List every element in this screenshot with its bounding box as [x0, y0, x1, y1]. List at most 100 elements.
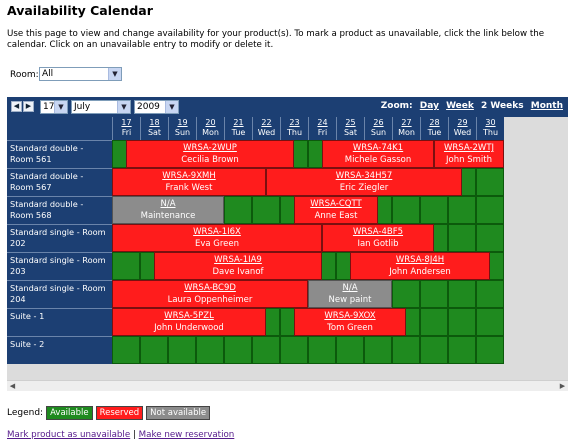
- day-number[interactable]: 29: [457, 118, 468, 127]
- reservation-code-link[interactable]: WRSA-1IA9: [214, 255, 262, 265]
- unavailable-block[interactable]: N/A New paint: [308, 280, 392, 308]
- day-header[interactable]: 19 Sun: [168, 117, 196, 140]
- day-number[interactable]: 26: [373, 118, 384, 127]
- available-cell[interactable]: [112, 336, 140, 364]
- day-header[interactable]: 18 Sat: [140, 117, 168, 140]
- room-filter-select[interactable]: All ▼: [39, 67, 122, 81]
- available-cell[interactable]: [392, 280, 420, 308]
- zoom-month-link[interactable]: Month: [530, 101, 563, 111]
- day-number[interactable]: 24: [317, 118, 328, 127]
- available-cell[interactable]: [280, 336, 308, 364]
- day-number[interactable]: 18: [149, 118, 160, 127]
- reservation-code-link[interactable]: WRSA-9XOX: [324, 311, 376, 321]
- day-header[interactable]: 26 Sun: [364, 117, 392, 140]
- day-header[interactable]: 23 Thu: [280, 117, 308, 140]
- day-header[interactable]: 30 Thu: [476, 117, 504, 140]
- new-reservation-link[interactable]: Make new reservation: [138, 430, 235, 440]
- reservation-block[interactable]: WRSA-2WUP Cecilia Brown: [126, 140, 294, 168]
- day-number[interactable]: 20: [205, 118, 216, 127]
- reservation-block[interactable]: WRSA-CQTT Anne East: [294, 196, 378, 224]
- zoom-week-link[interactable]: Week: [446, 101, 474, 111]
- day-number[interactable]: 22: [261, 118, 272, 127]
- available-cell[interactable]: [448, 280, 476, 308]
- day-select[interactable]: 17 ▼: [40, 100, 68, 114]
- reservation-block[interactable]: WRSA-5PZL John Underwood: [112, 308, 266, 336]
- day-header[interactable]: 24 Fri: [308, 117, 336, 140]
- available-cell[interactable]: [112, 252, 140, 280]
- day-header[interactable]: 27 Mon: [392, 117, 420, 140]
- day-header[interactable]: 20 Mon: [196, 117, 224, 140]
- available-cell[interactable]: [476, 308, 504, 336]
- zoom-day-link[interactable]: Day: [419, 101, 439, 111]
- reservation-code-link[interactable]: N/A: [342, 283, 358, 293]
- reservation-block[interactable]: WRSA-2WTJ John Smith: [434, 140, 504, 168]
- reservation-code-link[interactable]: WRSA-8J4H: [395, 255, 445, 265]
- reservation-code-link[interactable]: N/A: [160, 199, 176, 209]
- reservation-block[interactable]: WRSA-9XMH Frank West: [112, 168, 266, 196]
- available-cell[interactable]: [392, 196, 420, 224]
- day-number[interactable]: 19: [177, 118, 188, 127]
- available-cell[interactable]: [140, 336, 168, 364]
- available-cell[interactable]: [476, 168, 504, 196]
- available-cell[interactable]: [420, 336, 448, 364]
- reservation-code-link[interactable]: WRSA-BC9D: [184, 283, 236, 293]
- reservation-code-link[interactable]: WRSA-9XMH: [162, 171, 216, 181]
- available-cell[interactable]: [476, 336, 504, 364]
- year-select[interactable]: 2009 ▼: [134, 100, 179, 114]
- day-number[interactable]: 30: [485, 118, 496, 127]
- mark-unavailable-link[interactable]: Mark product as unavailable: [7, 430, 131, 440]
- available-cell[interactable]: [336, 336, 364, 364]
- day-header[interactable]: 21 Tue: [224, 117, 252, 140]
- day-header[interactable]: 22 Wed: [252, 117, 280, 140]
- available-cell[interactable]: [252, 196, 280, 224]
- reservation-block[interactable]: WRSA-4BF5 Ian Gotlib: [322, 224, 434, 252]
- reservation-block[interactable]: WRSA-1IA9 Dave Ivanof: [154, 252, 322, 280]
- day-header[interactable]: 28 Tue: [420, 117, 448, 140]
- prev-arrow-icon[interactable]: ◀: [11, 101, 22, 112]
- chevron-down-icon[interactable]: ▼: [165, 101, 178, 113]
- available-cell[interactable]: [448, 336, 476, 364]
- month-select[interactable]: July ▼: [71, 100, 131, 114]
- reservation-block[interactable]: WRSA-74K1 Michele Gasson: [322, 140, 434, 168]
- reservation-code-link[interactable]: WRSA-2WUP: [183, 143, 237, 153]
- scroll-right-icon[interactable]: ▶: [559, 382, 566, 390]
- available-cell[interactable]: [364, 336, 392, 364]
- scroll-left-icon[interactable]: ◀: [9, 382, 16, 390]
- reservation-code-link[interactable]: WRSA-4BF5: [352, 227, 404, 237]
- chevron-down-icon[interactable]: ▼: [117, 101, 130, 113]
- available-cell[interactable]: [476, 280, 504, 308]
- available-cell[interactable]: [168, 336, 196, 364]
- day-header[interactable]: 29 Wed: [448, 117, 476, 140]
- day-number[interactable]: 23: [289, 118, 300, 127]
- available-cell[interactable]: [420, 308, 448, 336]
- available-cell[interactable]: [448, 196, 476, 224]
- reservation-code-link[interactable]: WRSA-CQTT: [310, 199, 362, 209]
- reservation-code-link[interactable]: WRSA-5PZL: [164, 311, 214, 321]
- day-number[interactable]: 17: [121, 118, 132, 127]
- next-arrow-icon[interactable]: ▶: [23, 101, 34, 112]
- available-cell[interactable]: [476, 196, 504, 224]
- available-cell[interactable]: [448, 308, 476, 336]
- available-cell[interactable]: [420, 196, 448, 224]
- reservation-code-link[interactable]: WRSA-34H57: [335, 171, 393, 181]
- reservation-block[interactable]: WRSA-9XOX Tom Green: [294, 308, 406, 336]
- reservation-block[interactable]: WRSA-BC9D Laura Oppenheimer: [112, 280, 308, 308]
- day-number[interactable]: 25: [345, 118, 356, 127]
- reservation-code-link[interactable]: WRSA-74K1: [352, 143, 404, 153]
- reservation-block[interactable]: WRSA-34H57 Eric Ziegler: [266, 168, 462, 196]
- available-cell[interactable]: [448, 224, 476, 252]
- available-cell[interactable]: [420, 280, 448, 308]
- day-header[interactable]: 25 Sat: [336, 117, 364, 140]
- unavailable-block[interactable]: N/A Maintenance: [112, 196, 224, 224]
- available-cell[interactable]: [476, 224, 504, 252]
- reservation-block[interactable]: WRSA-1I6X Eva Green: [112, 224, 322, 252]
- day-number[interactable]: 27: [401, 118, 412, 127]
- chevron-down-icon[interactable]: ▼: [54, 101, 67, 113]
- available-cell[interactable]: [224, 196, 252, 224]
- chevron-down-icon[interactable]: ▼: [108, 68, 121, 80]
- day-header[interactable]: 17 Fri: [112, 117, 140, 140]
- available-cell[interactable]: [392, 336, 420, 364]
- available-cell[interactable]: [224, 336, 252, 364]
- available-cell[interactable]: [196, 336, 224, 364]
- reservation-code-link[interactable]: WRSA-2WTJ: [443, 143, 495, 153]
